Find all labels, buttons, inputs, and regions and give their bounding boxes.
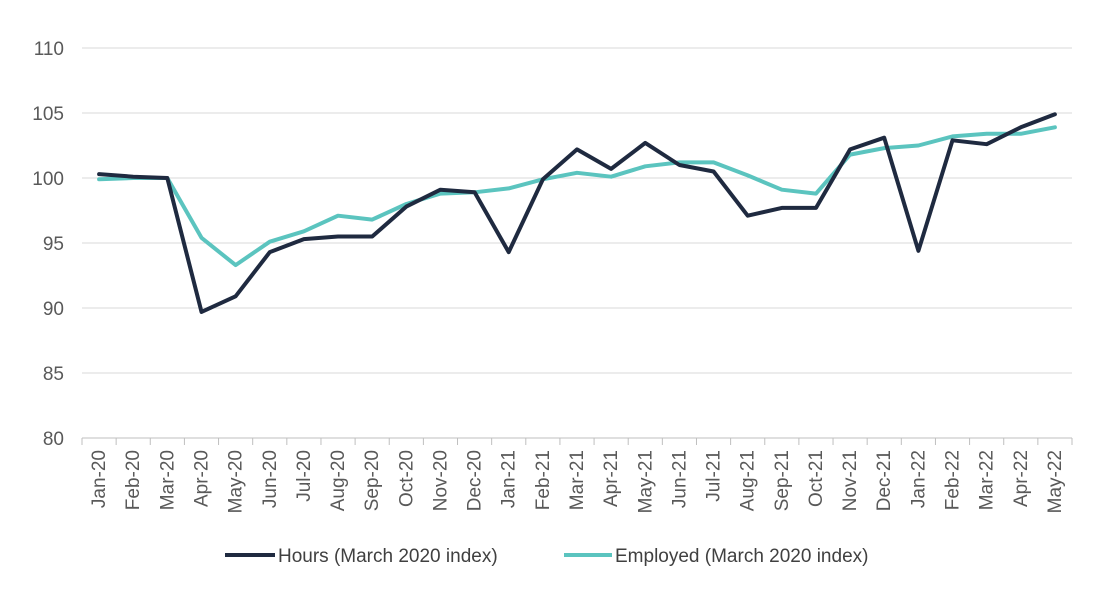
series-line-hours bbox=[97, 112, 1057, 314]
x-tick-label: Mar-20 bbox=[157, 450, 178, 510]
x-axis: Jan-20 Feb-20 Mar-20 Apr-20 May-20 Jun-20 Jul-… bbox=[81, 437, 1073, 513]
x-tick-label: Nov-20 bbox=[430, 450, 451, 511]
x-tick-label: Sep-21 bbox=[772, 450, 793, 511]
x-tick-label: Aug-20 bbox=[328, 450, 349, 511]
x-tick-label: Jan-22 bbox=[908, 450, 929, 508]
x-tick-label: Jan-21 bbox=[499, 450, 520, 508]
y-tick-label: 110 bbox=[34, 39, 64, 60]
series-line-employed bbox=[97, 125, 1057, 268]
x-tick-label: Oct-20 bbox=[396, 450, 417, 507]
x-tick-label: Apr-20 bbox=[191, 450, 212, 507]
x-tick-label: Oct-21 bbox=[806, 450, 827, 507]
legend-label-hours: Hours (March 2020 index) bbox=[278, 546, 498, 567]
x-tick-label: Dec-21 bbox=[874, 450, 895, 511]
x-tick-label: May-22 bbox=[1045, 450, 1066, 513]
legend: Hours (March 2020 index) Employed (March … bbox=[225, 546, 868, 567]
x-tick-label: Jul-20 bbox=[294, 450, 315, 502]
x-tick-label: Mar-21 bbox=[567, 450, 588, 510]
x-tick-label: Mar-22 bbox=[977, 450, 998, 510]
legend-label-employed: Employed (March 2020 index) bbox=[615, 546, 868, 567]
x-tick-label: Aug-21 bbox=[738, 450, 759, 511]
x-tick-label: May-20 bbox=[226, 450, 247, 513]
y-tick-label: 90 bbox=[43, 299, 64, 320]
x-tick-label: Feb-20 bbox=[123, 450, 144, 510]
x-tick-label: Jun-20 bbox=[260, 450, 281, 508]
x-tick-label: May-21 bbox=[635, 450, 656, 513]
x-tick-label: Jul-21 bbox=[704, 450, 725, 502]
y-tick-label: 85 bbox=[43, 364, 64, 385]
y-tick-label: 105 bbox=[32, 104, 64, 125]
x-tick-label: Feb-21 bbox=[533, 450, 554, 510]
x-tick-label: Jun-21 bbox=[669, 450, 690, 508]
y-tick-label: 100 bbox=[32, 169, 64, 190]
x-tick-label: Apr-22 bbox=[1011, 450, 1032, 507]
x-tick-label: Dec-20 bbox=[465, 450, 486, 511]
y-tick-label: 95 bbox=[43, 234, 64, 255]
x-tick-label: Nov-21 bbox=[840, 450, 861, 511]
x-tick-label: Apr-21 bbox=[601, 450, 622, 507]
x-tick-label: Jan-20 bbox=[89, 450, 110, 508]
gridlines bbox=[82, 47, 1072, 374]
y-tick-label: 80 bbox=[43, 429, 64, 450]
y-axis: 80 85 90 95 100 105 110 bbox=[32, 39, 64, 450]
series-lines bbox=[97, 112, 1057, 314]
x-tick-label: Feb-22 bbox=[943, 450, 964, 510]
x-tick-label: Sep-20 bbox=[362, 450, 383, 511]
